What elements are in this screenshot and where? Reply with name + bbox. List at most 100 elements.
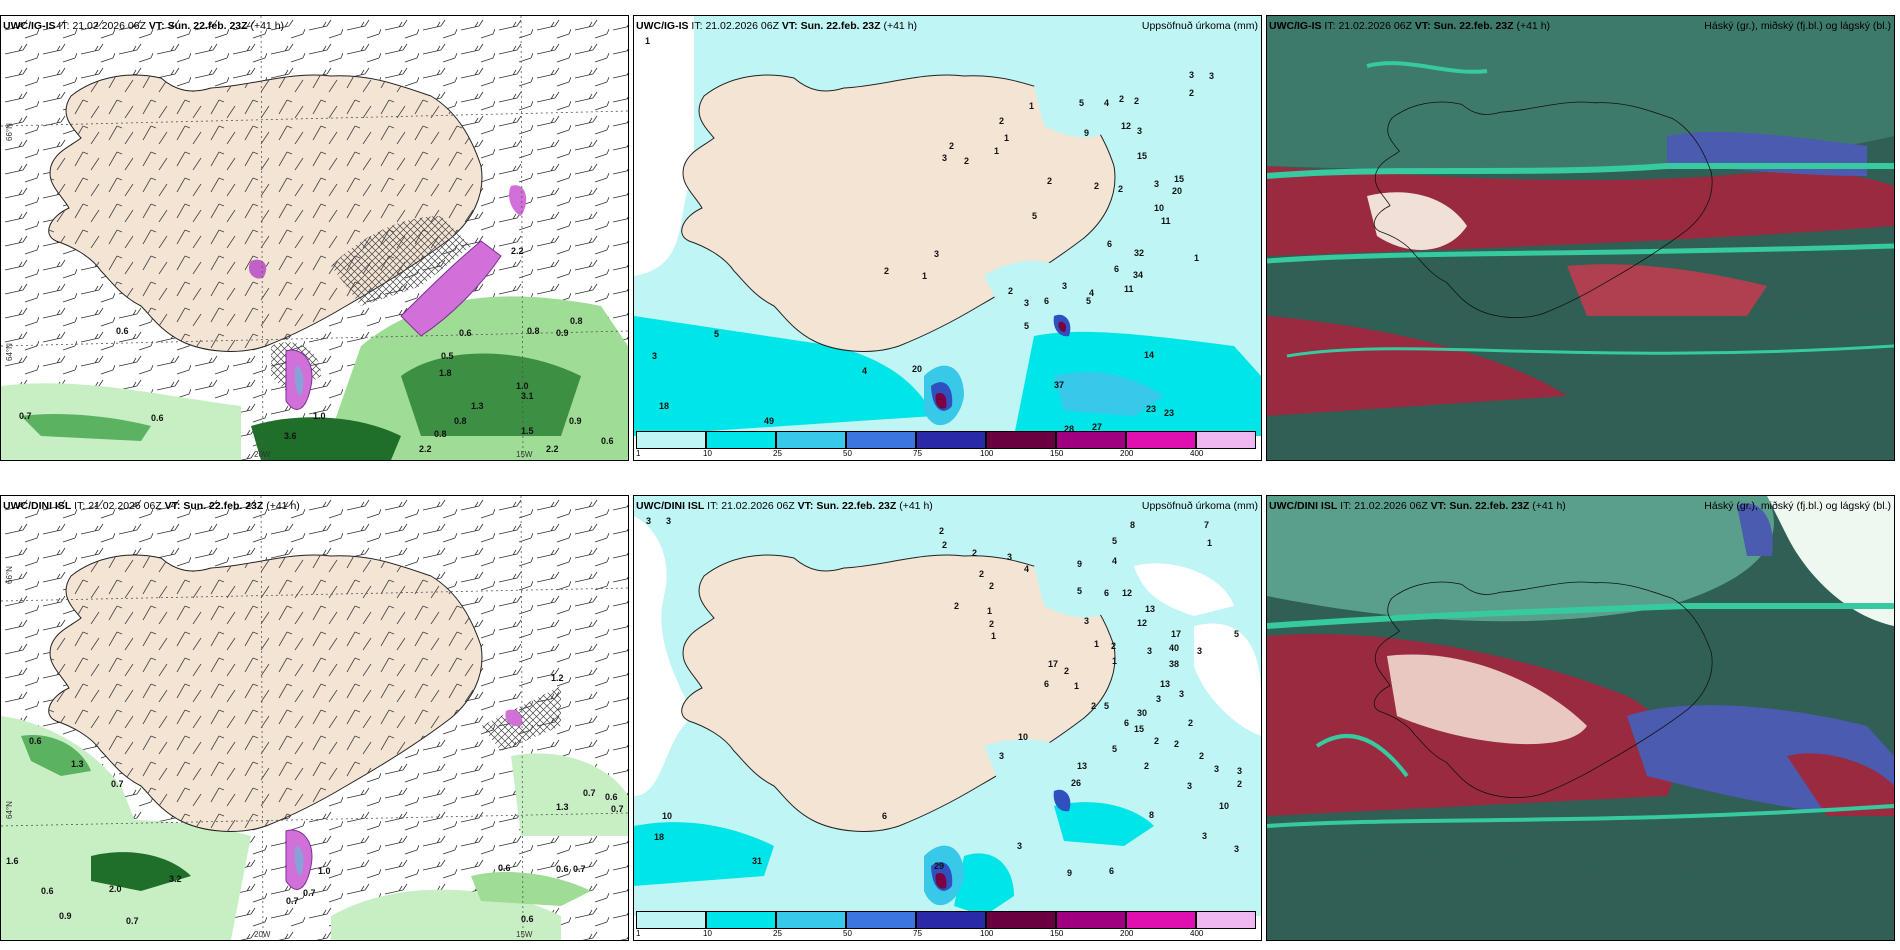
precip-value: 5 (1077, 586, 1083, 596)
precip-value: 1 (1112, 656, 1118, 666)
map-dini-wind (1, 496, 628, 940)
precip-value: 6 (1044, 296, 1050, 306)
precip-value: 34 (1133, 270, 1144, 280)
colorbar-tick: 200 (1120, 929, 1134, 938)
lat-label-66: 66°N (5, 566, 14, 584)
precip-value: 1 (1074, 681, 1080, 691)
value-label: 0.6 (459, 328, 472, 338)
precip-value: 6 (1114, 264, 1120, 274)
precip-value: 2 (1047, 176, 1053, 186)
precip-value: 31 (752, 856, 763, 866)
it-label: IT: (74, 500, 86, 512)
value-label: 0.6 (601, 436, 614, 446)
vt-value: Sun. 22.feb. 23Z (183, 500, 264, 512)
colorbar-seg (1196, 911, 1256, 929)
lat-label-64: 64°N (5, 343, 14, 361)
colorbar-seg (636, 911, 706, 929)
precip-value: 2 (989, 581, 995, 591)
it-value: 21.02.2026 06Z (1338, 20, 1412, 32)
precip-value: 8 (1149, 810, 1155, 820)
precip-value: 1 (1207, 538, 1213, 548)
precip-value: 2 (1237, 779, 1243, 789)
precip-value: 15 (1137, 151, 1148, 161)
precip-value: 17 (1171, 629, 1182, 639)
precip-value: 28 (1064, 424, 1075, 434)
precip-value: 3 (1137, 126, 1143, 136)
precip-value: 3 (646, 516, 652, 526)
vt-label: VT: (1414, 20, 1431, 32)
precip-value: 2 (1144, 761, 1150, 771)
it-value: 21.02.2026 06Z (721, 500, 795, 512)
lon-label-20w: 20W (254, 450, 271, 459)
it-value: 21.02.2026 06Z (705, 20, 779, 32)
precip-value: 2 (1189, 88, 1195, 98)
value-label: 3.1 (521, 391, 534, 401)
precip-value: 13 (1145, 604, 1156, 614)
value-label: 0.7 (286, 896, 299, 906)
precip-value: 5 (1104, 701, 1110, 711)
precip-value: 23 (1164, 408, 1175, 418)
value-label: 0.9 (569, 416, 582, 426)
value-label: 1.6 (6, 856, 19, 866)
colorbar-tick: 150 (1050, 449, 1064, 458)
precip-value: 30 (1137, 708, 1148, 718)
lead-time: (+41 h) (1516, 20, 1551, 32)
precip-value: 2 (1064, 666, 1070, 676)
precip-value: 3 (1007, 552, 1013, 562)
precip-value: 5 (1079, 98, 1085, 108)
precip-value: 3 (1154, 179, 1160, 189)
model-name: UWC/DINI ISL (1269, 500, 1338, 512)
colorbar-seg (986, 911, 1056, 929)
precip-value: 2 (1111, 641, 1117, 651)
value-label: 1.3 (471, 401, 484, 411)
colorbar: 1 10 25 50 75 100 150 200 400 (636, 911, 1256, 939)
panel-header: UWC/IG-IS IT: 21.02.2026 06Z VT: Sun. 22… (3, 20, 284, 32)
precip-value: 32 (1134, 248, 1145, 258)
precip-value: 3 (1237, 766, 1243, 776)
precip-value: 1 (645, 36, 651, 46)
precip-value: 2 (949, 141, 955, 151)
precip-value: 5 (1032, 211, 1038, 221)
lon-label-15w: 15W (516, 930, 533, 939)
precip-value: 2 (1154, 736, 1160, 746)
colorbar-seg (916, 431, 986, 449)
value-label: 1.8 (439, 368, 452, 378)
precip-value: 4 (1024, 564, 1030, 574)
precip-value: 1 (1194, 253, 1200, 263)
panel-header: UWC/DINI ISL IT: 21.02.2026 06Z VT: Sun.… (1269, 500, 1566, 512)
field-title: Háský (gr.), miðský (fj.bl.) og lágský (… (1704, 500, 1891, 512)
panel-header: UWC/DINI ISL IT: 21.02.2026 06Z VT: Sun.… (3, 500, 300, 512)
precip-value: 6 (1104, 588, 1110, 598)
colorbar-tick: 25 (773, 449, 782, 458)
value-label: 0.8 (454, 416, 467, 426)
vt-label: VT: (1430, 500, 1447, 512)
panel-dini-precip: UWC/DINI ISL IT: 21.02.2026 06Z VT: Sun.… (633, 495, 1262, 941)
precip-value: 10 (662, 811, 673, 821)
panel-header: UWC/IG-IS IT: 21.02.2026 06Z VT: Sun. 22… (1269, 20, 1550, 32)
precip-value: 6 (882, 811, 888, 821)
precip-value: 38 (1169, 659, 1180, 669)
panel-ig-cloud: UWC/IG-IS IT: 21.02.2026 06Z VT: Sun. 22… (1266, 15, 1895, 461)
precip-value: 5 (1112, 536, 1118, 546)
precip-value: 2 (1188, 718, 1194, 728)
vt-label: VT: (781, 20, 798, 32)
precip-value: 27 (1092, 422, 1103, 432)
precip-value: 15 (1174, 174, 1185, 184)
precip-value: 3 (934, 249, 940, 259)
precip-value: 2 (999, 116, 1005, 126)
precip-value: 13 (1160, 679, 1171, 689)
value-label: 0.5 (441, 351, 454, 361)
colorbar-seg (1056, 911, 1126, 929)
value-label: 1.0 (516, 381, 529, 391)
value-label: 0.6 (116, 326, 129, 336)
precip-value: 13 (1077, 761, 1088, 771)
panel-header: UWC/IG-IS IT: 21.02.2026 06Z VT: Sun. 22… (636, 20, 917, 32)
value-label: 2.0 (109, 884, 122, 894)
colorbar-seg (776, 911, 846, 929)
panel-ig-precip: UWC/IG-IS IT: 21.02.2026 06Z VT: Sun. 22… (633, 15, 1262, 461)
value-label: 1.3 (556, 802, 569, 812)
precip-value: 26 (1071, 778, 1082, 788)
precip-value: 3 (1187, 781, 1193, 791)
precip-value: 10 (1154, 203, 1165, 213)
panel-dini-cloud: UWC/DINI ISL IT: 21.02.2026 06Z VT: Sun.… (1266, 495, 1895, 941)
